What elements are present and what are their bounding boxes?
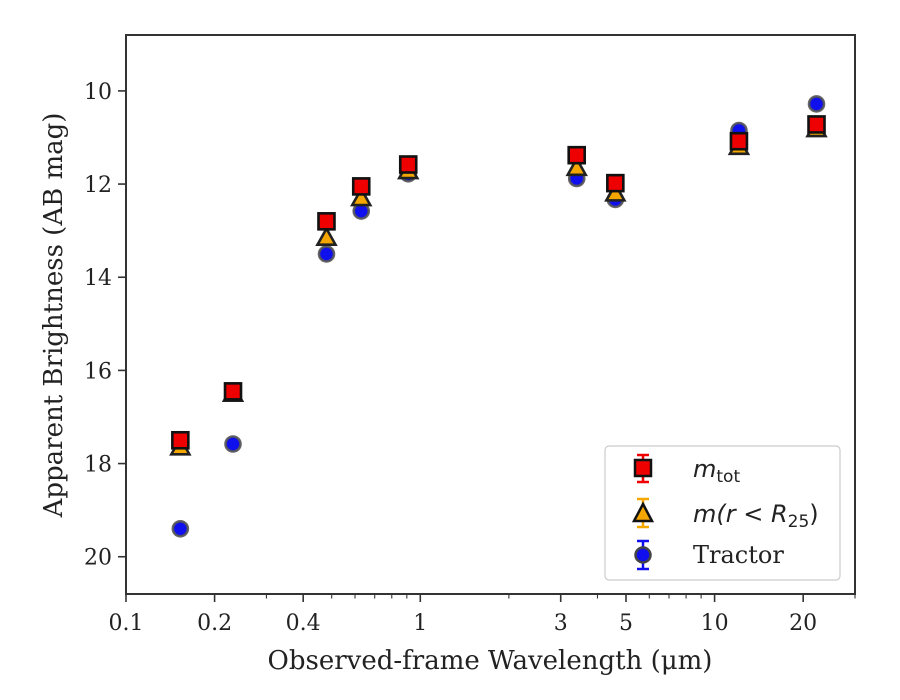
legend-item-mtot: mtot <box>633 453 740 487</box>
data-point-triangle <box>350 186 373 207</box>
point-marker <box>729 131 749 151</box>
legend-marker-square-icon <box>633 453 653 484</box>
x-tick-label: 3 <box>554 611 568 636</box>
point-marker <box>565 156 588 177</box>
data-point-circle <box>807 95 826 113</box>
legend-label-mr25: m(r < R25) <box>693 500 819 532</box>
point-marker <box>317 212 336 231</box>
legend-marker-circle-icon <box>634 539 652 571</box>
y-tick-label: 10 <box>84 80 112 105</box>
point-marker <box>171 430 190 450</box>
point-marker <box>351 177 371 196</box>
y-tick-label: 12 <box>84 173 112 198</box>
point-marker <box>315 225 338 246</box>
point-marker <box>807 115 826 134</box>
data-point-triangle <box>565 156 588 177</box>
x-tick-label: 10 <box>701 611 729 636</box>
point-marker <box>567 145 587 165</box>
data-point-square <box>606 173 625 193</box>
x-tick-label: 0.1 <box>109 611 144 636</box>
x-tick-label: 5 <box>619 611 633 636</box>
legend-marker-triangle-icon <box>631 497 655 529</box>
y-tick-label: 14 <box>84 266 112 291</box>
data-point-square <box>223 382 243 401</box>
data-point-circle <box>317 245 336 263</box>
data-point-square <box>171 430 190 450</box>
x-tick-label: 0.4 <box>286 611 321 636</box>
x-tick-label: 1 <box>413 611 427 636</box>
axis-ticks: 0.1 0.2 0.4 1 3 5 10 20 10 12 14 16 18 20 <box>84 80 856 636</box>
data-point-square <box>729 131 749 151</box>
y-axis-label: Apparent Brightness (AB mag) <box>39 113 69 519</box>
point-marker <box>317 245 336 263</box>
y-tick-label: 18 <box>84 453 112 478</box>
legend-item-tractor: Tractor <box>634 539 784 571</box>
data-point-square <box>317 212 336 231</box>
data-point-square <box>807 115 826 134</box>
point-marker <box>350 186 373 207</box>
data-point-square <box>398 155 418 174</box>
point-marker <box>398 155 418 174</box>
data-point-circle <box>171 519 190 538</box>
data-marks <box>169 95 828 538</box>
y-tick-label: 16 <box>84 359 112 384</box>
legend-box <box>604 445 841 581</box>
data-point-circle <box>224 435 242 453</box>
data-point-square <box>567 145 587 165</box>
x-tick-label: 0.2 <box>197 611 232 636</box>
y-tick-label: 20 <box>84 546 112 571</box>
x-axis-label: Observed-frame Wavelength (μm) <box>268 646 713 676</box>
legend-item-mr25: m(r < R25) <box>631 497 819 532</box>
point-marker <box>807 95 826 113</box>
legend-label-mtot: mtot <box>693 455 740 487</box>
data-point-triangle <box>315 225 338 246</box>
plot-frame <box>125 34 856 595</box>
x-tick-label: 20 <box>789 611 817 636</box>
legend: mtot m(r < R25) Tractor <box>604 445 841 581</box>
point-marker <box>224 435 242 453</box>
point-marker <box>171 519 190 538</box>
point-marker <box>606 173 625 193</box>
data-point-square <box>351 177 371 196</box>
legend-label-tractor: Tractor <box>693 541 784 569</box>
point-marker <box>223 382 243 401</box>
